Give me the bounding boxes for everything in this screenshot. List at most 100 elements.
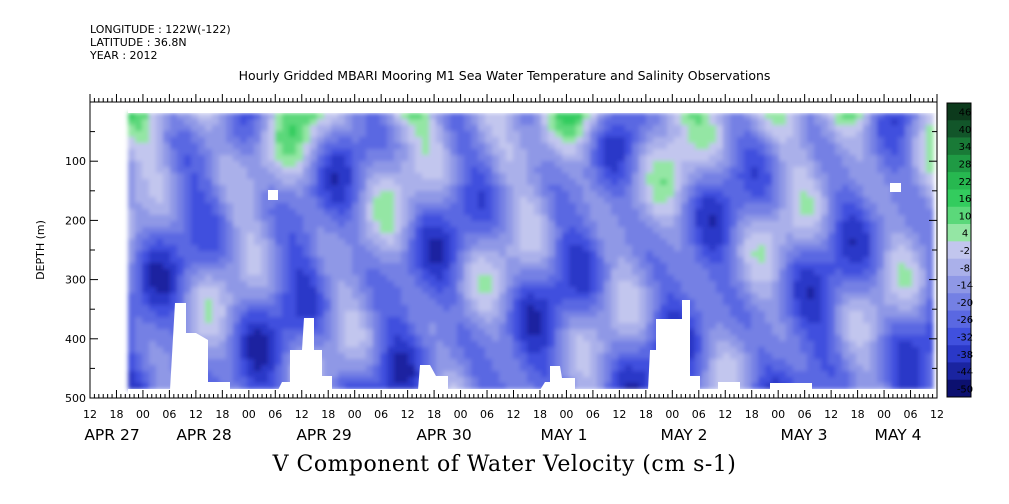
heatmap-cell	[310, 149, 318, 156]
heatmap-cell	[485, 233, 493, 240]
heatmap-cell	[779, 371, 787, 378]
heatmap-cell	[786, 179, 794, 186]
heatmap-cell	[597, 215, 605, 222]
heatmap-cell	[415, 371, 423, 378]
heatmap-cell	[212, 173, 220, 180]
heatmap-cell	[485, 185, 493, 192]
heatmap-cell	[723, 353, 731, 360]
heatmap-cell	[338, 155, 346, 162]
heatmap-cell	[289, 119, 297, 126]
heatmap-cell	[443, 143, 451, 150]
heatmap-cell	[338, 359, 346, 366]
heatmap-cell	[156, 257, 164, 264]
heatmap-cell	[779, 173, 787, 180]
heatmap-cell	[709, 185, 717, 192]
heatmap-cell	[793, 179, 801, 186]
heatmap-cell	[807, 245, 815, 252]
heatmap-cell	[779, 215, 787, 222]
heatmap-cell	[282, 185, 290, 192]
heatmap-cell	[261, 347, 269, 354]
heatmap-cell	[625, 227, 633, 234]
heatmap-cell	[548, 149, 556, 156]
heatmap-cell	[177, 149, 185, 156]
heatmap-cell	[331, 299, 339, 306]
heatmap-cell	[233, 179, 241, 186]
heatmap-cell	[709, 167, 717, 174]
heatmap-cell	[128, 383, 136, 390]
heatmap-cell	[128, 287, 136, 294]
heatmap-cell	[604, 263, 612, 270]
heatmap-cell	[352, 161, 360, 168]
heatmap-cell	[408, 305, 416, 312]
heatmap-cell	[534, 221, 542, 228]
heatmap-cell	[282, 353, 290, 360]
heatmap-cell	[205, 221, 213, 228]
heatmap-cell	[464, 317, 472, 324]
heatmap-cell	[471, 209, 479, 216]
heatmap-cell	[527, 287, 535, 294]
heatmap-cell	[366, 131, 374, 138]
heatmap-cell	[205, 365, 213, 372]
heatmap-cell	[674, 251, 682, 258]
heatmap-cell	[695, 287, 703, 294]
heatmap-cell	[457, 287, 465, 294]
heatmap-cell	[758, 191, 766, 198]
heatmap-cell	[345, 167, 353, 174]
heatmap-cell	[786, 335, 794, 342]
heatmap-cell	[219, 185, 227, 192]
heatmap-cell	[212, 359, 220, 366]
heatmap-cell	[576, 233, 584, 240]
heatmap-cell	[226, 335, 234, 342]
heatmap-cell	[394, 347, 402, 354]
heatmap-cell	[590, 191, 598, 198]
heatmap-cell	[331, 377, 339, 384]
heatmap-cell	[660, 203, 668, 210]
heatmap-cell	[737, 137, 745, 144]
heatmap-cell	[408, 251, 416, 258]
heatmap-cell	[324, 287, 332, 294]
heatmap-cell	[394, 119, 402, 126]
heatmap-cell	[310, 161, 318, 168]
heatmap-cell	[758, 305, 766, 312]
heatmap-cell	[408, 215, 416, 222]
heatmap-cell	[611, 131, 619, 138]
heatmap-cell	[408, 209, 416, 216]
heatmap-cell	[674, 239, 682, 246]
heatmap-cell	[331, 287, 339, 294]
heatmap-cell	[695, 215, 703, 222]
heatmap-cell	[877, 275, 885, 282]
heatmap-cell	[835, 299, 843, 306]
heatmap-cell	[877, 137, 885, 144]
heatmap-cell	[191, 119, 199, 126]
heatmap-cell	[170, 179, 178, 186]
heatmap-cell	[135, 359, 143, 366]
heatmap-cell	[821, 125, 829, 132]
heatmap-cell	[723, 341, 731, 348]
heatmap-cell	[268, 209, 276, 216]
heatmap-cell	[422, 281, 430, 288]
heatmap-cell	[562, 113, 570, 120]
heatmap-cell	[233, 257, 241, 264]
heatmap-cell	[513, 317, 521, 324]
heatmap-cell	[219, 245, 227, 252]
heatmap-cell	[506, 311, 514, 318]
heatmap-cell	[576, 215, 584, 222]
heatmap-cell	[457, 341, 465, 348]
heatmap-cell	[422, 161, 430, 168]
heatmap-cell	[625, 137, 633, 144]
heatmap-cell	[436, 233, 444, 240]
heatmap-cell	[555, 119, 563, 126]
heatmap-cell	[268, 227, 276, 234]
heatmap-cell	[709, 113, 717, 120]
heatmap-cell	[387, 281, 395, 288]
heatmap-cell	[464, 383, 472, 390]
heatmap-cell	[681, 161, 689, 168]
heatmap-cell	[807, 221, 815, 228]
heatmap-cell	[807, 365, 815, 372]
heatmap-cell	[513, 377, 521, 384]
heatmap-cell	[849, 137, 857, 144]
heatmap-cell	[422, 341, 430, 348]
heatmap-cell	[884, 239, 892, 246]
heatmap-cell	[219, 257, 227, 264]
heatmap-cell	[387, 323, 395, 330]
